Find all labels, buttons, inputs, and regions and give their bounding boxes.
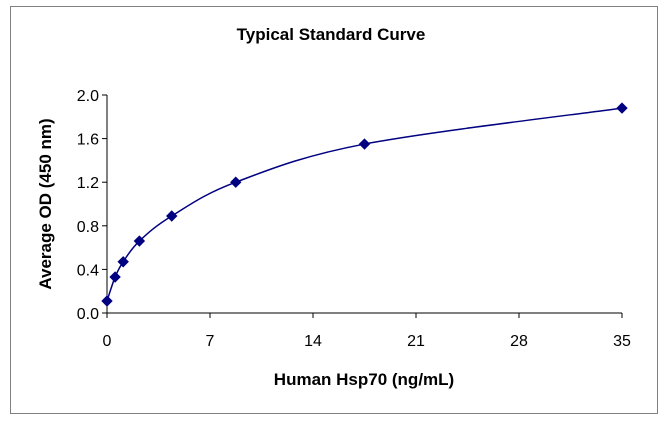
x-tick-label: 0: [103, 333, 112, 350]
x-tick-label: 14: [304, 333, 322, 350]
x-tick-label: 21: [407, 333, 425, 350]
curve-line: [106, 107, 623, 302]
y-tick-label: 1.6: [77, 132, 99, 149]
data-point-marker: [358, 138, 371, 150]
data-point-marker: [230, 176, 242, 188]
y-tick-label: 1.2: [77, 175, 99, 192]
x-tick-label: 7: [206, 333, 215, 350]
data-point-marker: [133, 235, 146, 247]
data-points: [101, 102, 628, 307]
data-point-marker: [101, 295, 113, 307]
y-axis-label: Average OD (450 nm): [36, 118, 55, 289]
chart-frame: [10, 6, 658, 414]
data-point-marker: [109, 271, 121, 283]
data-point-marker: [616, 102, 628, 114]
y-tick-label: 0.0: [77, 306, 99, 323]
x-tick-label: 35: [613, 333, 631, 350]
chart-title: Typical Standard Curve: [237, 25, 426, 44]
x-axis-label: Human Hsp70 (ng/mL): [274, 370, 454, 389]
y-tick-label: 0.4: [77, 262, 99, 279]
data-point-marker: [117, 256, 129, 268]
data-point-marker: [166, 210, 178, 222]
tick-labels: 0.0 0.4 0.8 1.2 1.6 2.0 0 7 14 21 28 35: [77, 88, 631, 350]
axes: [102, 94, 623, 318]
y-tick-label: 2.0: [77, 88, 99, 105]
trend-curve: [106, 107, 623, 302]
y-tick-label: 0.8: [77, 219, 99, 236]
x-tick-label: 28: [510, 333, 528, 350]
